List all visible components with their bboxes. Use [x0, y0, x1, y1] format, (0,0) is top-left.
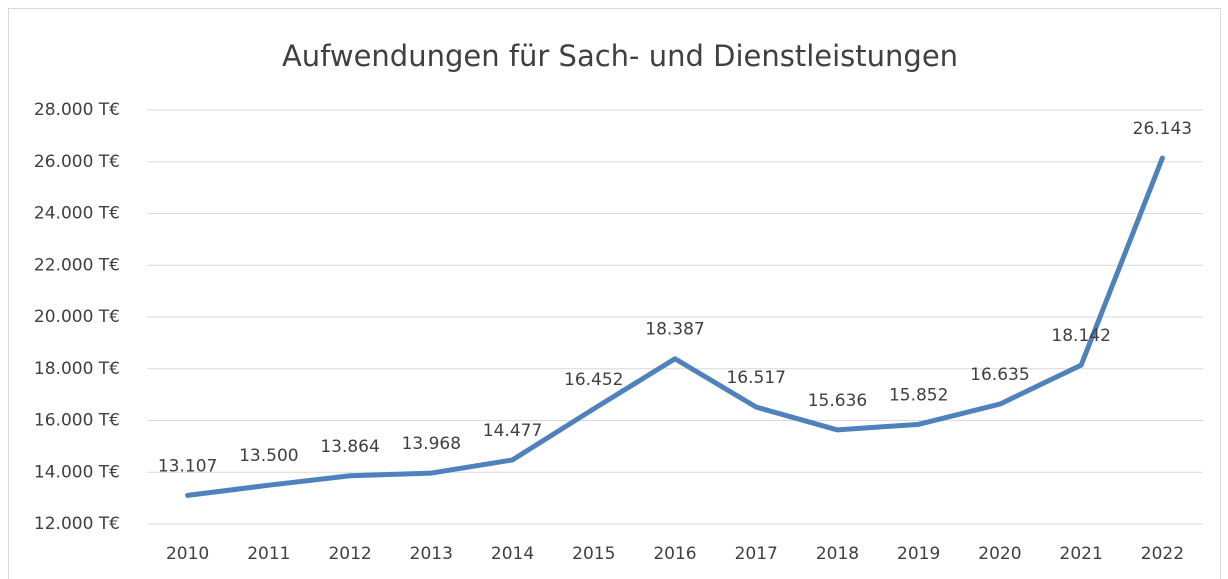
x-tick-label: 2010: [166, 544, 209, 564]
y-tick-label: 28.000 T€: [34, 100, 120, 120]
y-tick-label: 18.000 T€: [34, 359, 120, 379]
y-tick-label: 24.000 T€: [34, 204, 120, 224]
y-tick-label: 12.000 T€: [34, 514, 120, 534]
data-label: 13.864: [320, 437, 379, 457]
x-tick-label: 2013: [410, 544, 453, 564]
x-tick-label: 2012: [328, 544, 371, 564]
data-label: 14.477: [483, 421, 542, 441]
y-tick-label: 14.000 T€: [34, 462, 120, 482]
x-tick-label: 2017: [735, 544, 778, 564]
data-label: 16.452: [564, 370, 623, 390]
data-label: 18.142: [1051, 326, 1110, 346]
y-tick-label: 26.000 T€: [34, 152, 120, 172]
x-tick-label: 2019: [897, 544, 940, 564]
x-tick-label: 2015: [572, 544, 615, 564]
y-tick-label: 22.000 T€: [34, 255, 120, 275]
x-tick-label: 2016: [653, 544, 696, 564]
x-tick-label: 2022: [1141, 544, 1184, 564]
data-label: 18.387: [645, 320, 704, 340]
x-tick-label: 2014: [491, 544, 534, 564]
chart-title: Aufwendungen für Sach- und Dienstleistun…: [282, 39, 958, 73]
data-label: 13.500: [239, 446, 298, 466]
data-label: 16.517: [726, 368, 785, 388]
y-tick-label: 20.000 T€: [34, 307, 120, 327]
data-label: 15.852: [889, 385, 948, 405]
x-tick-label: 2018: [816, 544, 859, 564]
data-label: 26.143: [1133, 119, 1192, 139]
x-tick-label: 2021: [1060, 544, 1103, 564]
data-label: 15.636: [808, 391, 867, 411]
line: [185, 155, 1165, 498]
x-tick-label: 2020: [978, 544, 1021, 564]
data-label: 13.107: [158, 456, 217, 476]
x-tick-label: 2011: [247, 544, 290, 564]
data-label: 16.635: [970, 365, 1029, 385]
y-tick-label: 16.000 T€: [34, 411, 120, 431]
data-label: 13.968: [402, 434, 461, 454]
chart-border: [8, 8, 1221, 579]
